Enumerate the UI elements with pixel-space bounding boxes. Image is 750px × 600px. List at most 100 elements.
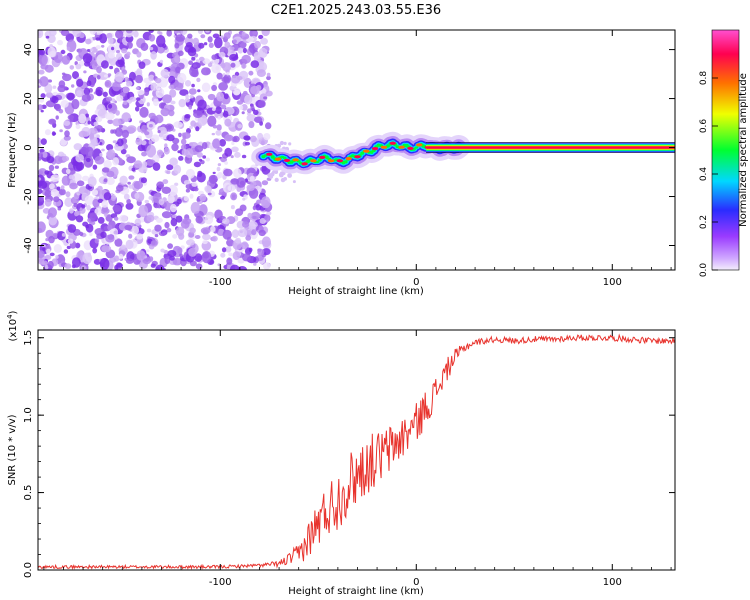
- noise-dot: [161, 186, 171, 194]
- noise-dot: [81, 204, 86, 209]
- noise-dot: [67, 224, 77, 233]
- noise-dot: [254, 116, 263, 123]
- noise-dot: [184, 114, 191, 119]
- noise-dot: [96, 75, 101, 80]
- signal-core: [345, 157, 352, 161]
- noise-dot: [216, 91, 225, 102]
- noise-dot: [38, 180, 48, 189]
- noise-dot: [55, 115, 59, 120]
- noise-dot: [218, 82, 229, 91]
- noise-dot: [85, 146, 94, 158]
- noise-dot: [115, 30, 124, 39]
- noise-dot: [292, 180, 296, 184]
- noise-dot: [249, 135, 257, 143]
- noise-dot: [106, 170, 115, 178]
- noise-dot: [201, 67, 211, 76]
- noise-dot: [133, 181, 144, 190]
- colorbar-tick-label: 0.2: [699, 215, 709, 229]
- noise-dot: [85, 113, 89, 118]
- noise-dot: [194, 145, 204, 153]
- noise-dot: [266, 211, 272, 216]
- noise-dot: [126, 30, 133, 34]
- noise-dot: [44, 189, 52, 198]
- y-tick-label: 1.5: [23, 330, 34, 346]
- noise-dot: [140, 177, 147, 184]
- noise-dot: [199, 193, 207, 202]
- noise-dot: [202, 155, 207, 159]
- x-tick-label: 0: [413, 277, 419, 288]
- noise-dot: [203, 42, 208, 46]
- noise-dot: [234, 151, 241, 158]
- noise-dot: [252, 205, 257, 211]
- signal-core: [407, 146, 414, 150]
- noise-dot: [76, 191, 81, 196]
- chart-title: C2E1.2025.243.03.55.E36: [271, 3, 441, 18]
- noise-dot: [191, 69, 199, 78]
- noise-dot: [197, 30, 203, 34]
- noise-dot: [114, 264, 119, 270]
- noise-dot: [148, 34, 156, 42]
- noise-dot: [120, 148, 127, 155]
- noise-dot: [114, 207, 120, 212]
- noise-dot: [57, 84, 66, 93]
- noise-dot: [153, 98, 159, 107]
- noise-dot: [161, 211, 172, 219]
- noise-dot: [73, 202, 78, 208]
- noise-dot: [38, 30, 44, 39]
- noise-dot: [241, 31, 246, 36]
- noise-dot: [63, 120, 71, 126]
- noise-dot: [162, 179, 169, 185]
- noise-dot: [258, 229, 266, 237]
- noise-dot: [83, 70, 87, 74]
- noise-dot: [51, 131, 56, 137]
- noise-dot: [244, 141, 250, 146]
- noise-dot: [71, 84, 75, 88]
- noise-dot: [170, 218, 178, 227]
- noise-dot: [287, 173, 292, 178]
- noise-dot: [258, 100, 266, 108]
- noise-dot: [224, 41, 231, 49]
- noise-dot: [112, 81, 121, 92]
- noise-dot: [80, 265, 87, 270]
- noise-dot: [110, 195, 116, 202]
- noise-dot: [197, 170, 203, 178]
- noise-dot: [48, 235, 55, 244]
- noise-dot: [76, 90, 82, 97]
- x-tick-label: -100: [209, 277, 232, 288]
- noise-dot: [184, 97, 190, 103]
- noise-dot: [168, 184, 178, 196]
- noise-dot: [97, 185, 103, 192]
- noise-dot: [194, 235, 201, 239]
- noise-dot: [92, 164, 98, 170]
- noise-dot: [172, 234, 178, 239]
- snr-plot-area: [38, 330, 675, 570]
- noise-dot: [38, 170, 44, 175]
- noise-dot: [45, 35, 50, 39]
- noise-dot: [241, 54, 251, 64]
- noise-dot: [253, 172, 258, 177]
- noise-dot: [108, 103, 113, 109]
- noise-dot: [223, 168, 233, 177]
- noise-dot: [154, 224, 162, 232]
- noise-dot: [99, 152, 103, 157]
- noise-dot: [146, 159, 156, 167]
- colorbar-gradient: [711, 29, 740, 271]
- noise-dot: [231, 140, 235, 146]
- noise-dot: [57, 207, 62, 211]
- noise-dot: [76, 78, 84, 87]
- noise-dot: [196, 77, 201, 83]
- noise-dot: [136, 250, 146, 261]
- noise-dot: [243, 135, 251, 141]
- noise-dot: [94, 155, 105, 165]
- noise-dot: [82, 53, 93, 64]
- noise-dot: [149, 46, 154, 51]
- noise-dot: [204, 215, 214, 225]
- noise-dot: [265, 122, 272, 130]
- noise-dot: [71, 98, 80, 110]
- noise-dot: [166, 134, 175, 142]
- snr-panel: -100 0 100 0.0 0.5 1.0 1.5 Height of straight…: [6, 310, 676, 597]
- noise-dot: [122, 100, 128, 105]
- noise-dot: [66, 92, 75, 101]
- noise-dot: [237, 124, 243, 129]
- noise-dot: [241, 154, 247, 159]
